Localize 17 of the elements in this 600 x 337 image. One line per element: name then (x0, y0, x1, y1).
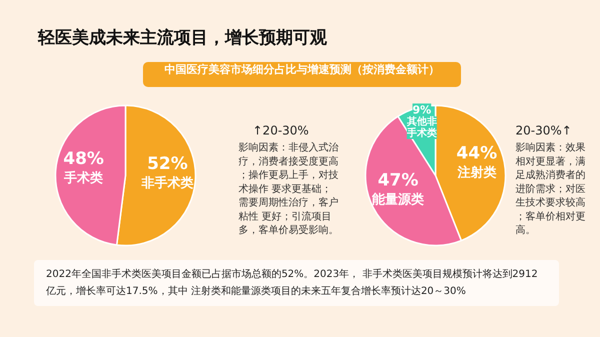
slice-label: 能量源类 (372, 192, 424, 208)
chart-title: 轻医美成未来主流项目，增长预期可观 (38, 27, 327, 49)
slice-label: 手术类 (63, 170, 104, 186)
data-label: 52% (147, 154, 188, 174)
text: 影响因素：效果相对更显著，满足成熟消费者的进阶需求；对医生技术要求较高；客单价相对更高。 (516, 142, 586, 236)
data-label: 47% (378, 170, 418, 191)
data-label: 9% (412, 103, 432, 116)
legend-label: 其他非手术类 (406, 115, 437, 139)
text: 2022年全国非手术类医美项目金额已占据市场总额的52%。2023年， 非手术类医美项目规模预计将达到2912亿元，增长率可达17.5%，其中 注射类和能量源类项目的未来五年复合增长率预计达20～30% (34, 260, 559, 306)
text: 影响因素：非侵入式治疗，消费者接受度更高；操作更易上手，对技术操作 要求更基础；需要周期性治疗，客户粘性 更好；引流项目多，客单价易受影响。 (238, 142, 338, 236)
slice-label: 注射类 (456, 164, 496, 181)
data-label: 48% (63, 148, 104, 169)
text: ↑20-30% (252, 124, 309, 138)
slice-label: 非手术类 (140, 175, 194, 192)
text: 中国医疗美容市场细分占比与增速预测（按消费金额计） (143, 62, 461, 87)
data-label: 44% (456, 144, 498, 164)
text: 20-30%↑ (516, 124, 572, 138)
